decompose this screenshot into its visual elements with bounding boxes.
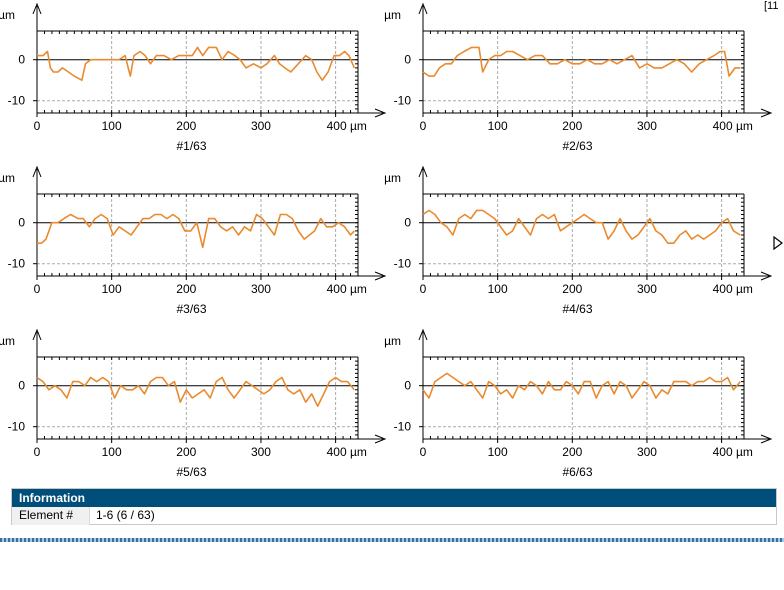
- y-tick-label: -10: [394, 94, 412, 108]
- y-axis-arrow-icon: [418, 165, 428, 178]
- y-tick-label: 0: [404, 53, 411, 67]
- element-number-label: Element #: [12, 507, 90, 525]
- x-tick-label: 300: [251, 119, 271, 133]
- profile-series-line: [37, 46, 356, 81]
- x-tick-label: 0: [420, 282, 427, 296]
- y-axis-unit-label: µm: [384, 334, 401, 348]
- x-tick-label: 200: [562, 445, 582, 459]
- y-tick-label: -10: [394, 420, 412, 434]
- x-axis-arrow-icon: [760, 434, 773, 444]
- y-axis-arrow-icon: [418, 328, 428, 341]
- chart-title: #2/63: [562, 139, 592, 153]
- profile-series-line: [422, 209, 741, 244]
- x-tick-label: 100: [488, 282, 508, 296]
- x-tick-label: 100: [488, 445, 508, 459]
- y-tick-label: -10: [8, 257, 26, 271]
- x-tick-label: 0: [34, 119, 41, 133]
- x-tick-label: 0: [34, 282, 41, 296]
- y-tick-label: -10: [8, 94, 26, 108]
- corner-text: [11: [764, 0, 779, 12]
- information-row: Element # 1-6 (6 / 63): [12, 507, 776, 525]
- chart-1: 0 -10 0 100 200 300 400 µm µm #1/63: [0, 2, 387, 153]
- information-header: Information: [12, 489, 776, 507]
- y-tick-label: -10: [8, 420, 26, 434]
- x-tick-label: 0: [420, 445, 427, 459]
- x-tick-label: 200: [176, 119, 196, 133]
- x-tick-label: 400 µm: [713, 282, 753, 296]
- x-tick-label: 100: [488, 119, 508, 133]
- x-tick-label: 0: [420, 119, 427, 133]
- x-tick-label: 100: [102, 445, 122, 459]
- y-axis-unit-label: µm: [384, 171, 401, 185]
- y-tick-label: 0: [18, 216, 25, 230]
- profile-series-line: [37, 213, 355, 249]
- y-axis-unit-label: µm: [0, 8, 15, 22]
- information-panel: Information Element # 1-6 (6 / 63): [11, 488, 777, 525]
- y-tick-label: 0: [18, 379, 25, 393]
- y-axis-unit-label: µm: [0, 334, 15, 348]
- profile-series-line: [36, 376, 355, 408]
- x-tick-label: 100: [102, 119, 122, 133]
- x-tick-label: 200: [176, 445, 196, 459]
- y-tick-label: 0: [404, 216, 411, 230]
- x-axis-arrow-icon: [374, 108, 387, 118]
- x-tick-label: 300: [637, 119, 657, 133]
- x-tick-label: 200: [176, 282, 196, 296]
- y-tick-label: -10: [394, 257, 412, 271]
- separator-bar: [0, 538, 784, 542]
- x-axis-arrow-icon: [760, 271, 773, 281]
- next-page-arrow-icon[interactable]: [773, 236, 783, 250]
- x-tick-label: 400 µm: [713, 119, 753, 133]
- x-tick-label: 300: [251, 445, 271, 459]
- chart-5: 0 -10 0 100 200 300 400 µm µm #5/63: [0, 328, 387, 479]
- chart-title: #6/63: [562, 465, 592, 479]
- profile-series-line: [422, 46, 741, 77]
- x-tick-label: 400 µm: [713, 445, 753, 459]
- chart-3: 0 -10 0 100 200 300 400 µm µm #3/63: [0, 165, 387, 316]
- x-axis-arrow-icon: [374, 271, 387, 281]
- y-axis-arrow-icon: [32, 2, 42, 15]
- x-tick-label: 200: [562, 282, 582, 296]
- chart-title: #4/63: [562, 302, 592, 316]
- x-tick-label: 400 µm: [327, 445, 367, 459]
- y-axis-arrow-icon: [32, 165, 42, 178]
- profile-series-line: [422, 372, 741, 399]
- y-tick-label: 0: [18, 53, 25, 67]
- y-axis-unit-label: µm: [0, 171, 15, 185]
- x-tick-label: 200: [562, 119, 582, 133]
- chart-title: #1/63: [176, 139, 206, 153]
- x-axis-arrow-icon: [374, 434, 387, 444]
- x-tick-label: 300: [251, 282, 271, 296]
- x-tick-label: 400 µm: [327, 119, 367, 133]
- x-tick-label: 100: [102, 282, 122, 296]
- x-tick-label: 0: [34, 445, 41, 459]
- x-tick-label: 400 µm: [327, 282, 367, 296]
- y-tick-label: 0: [404, 379, 411, 393]
- chart-2: 0 -10 0 100 200 300 400 µm µm #2/63: [384, 2, 773, 153]
- x-tick-label: 300: [637, 445, 657, 459]
- chart-title: #5/63: [176, 465, 206, 479]
- chart-4: 0 -10 0 100 200 300 400 µm µm #4/63: [384, 165, 773, 316]
- chart-title: #3/63: [176, 302, 206, 316]
- chart-6: 0 -10 0 100 200 300 400 µm µm #6/63: [384, 328, 773, 479]
- y-axis-arrow-icon: [32, 328, 42, 341]
- y-axis-unit-label: µm: [384, 8, 401, 22]
- y-axis-arrow-icon: [418, 2, 428, 15]
- x-axis-arrow-icon: [760, 108, 773, 118]
- element-number-value: 1-6 (6 / 63): [96, 508, 155, 522]
- profile-charts: 0 -10 0 100 200 300 400 µm µm #1/63 0 -10 0 100 200 30…: [0, 2, 773, 479]
- x-tick-label: 300: [637, 282, 657, 296]
